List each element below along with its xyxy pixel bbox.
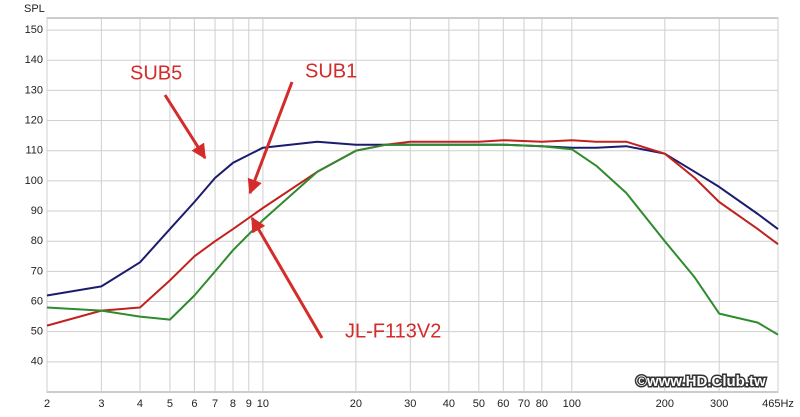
- y-tick-label: 130: [25, 84, 43, 96]
- y-tick-label: 80: [31, 235, 43, 247]
- annotation: JL-F113V2: [345, 320, 441, 342]
- y-tick-label: 60: [31, 295, 43, 307]
- x-tick-label: 100: [563, 398, 581, 410]
- x-tick-label: 20: [350, 398, 362, 410]
- y-tick-label: 70: [31, 265, 43, 277]
- x-tick-label: 30: [404, 398, 416, 410]
- grid: 40 50 60 70 80 90 100 110 120 130 140 150 2 3 4 5 6 7 8 9 10…: [25, 18, 794, 410]
- annotation: SUB5: [130, 62, 182, 84]
- y-tick-label: 150: [25, 24, 43, 36]
- x-tick-label: 60: [497, 398, 509, 410]
- y-tick-label: 90: [31, 205, 43, 217]
- x-tick-label: 300: [710, 398, 728, 410]
- x-tick-label: 70: [518, 398, 530, 410]
- arrow: [247, 81, 294, 195]
- lines: [46, 139, 779, 336]
- y-tick-label: 40: [31, 356, 43, 368]
- arrow: [250, 216, 324, 339]
- x-tick-label: 10: [257, 398, 269, 410]
- y-tick-label: 50: [31, 326, 43, 338]
- x-tick-label: 2: [44, 398, 50, 410]
- series-line: [46, 143, 779, 336]
- series-line: [46, 139, 779, 327]
- x-tick-label: 8: [230, 398, 236, 410]
- x-tick-label: 4: [137, 398, 143, 410]
- x-tick-label: 50: [473, 398, 485, 410]
- x-tick-label: 40: [443, 398, 455, 410]
- y-tick-label: 120: [25, 114, 43, 126]
- x-tick-label: 7: [212, 398, 218, 410]
- y-tick-label: 100: [25, 175, 43, 187]
- x-tick-label: 5: [167, 398, 173, 410]
- plot-area: [46, 17, 779, 393]
- annotation: SUB1: [305, 60, 357, 82]
- x-tick-label: 465Hz: [762, 398, 794, 410]
- x-tick-label: 3: [98, 398, 104, 410]
- y-axis-label: SPL: [24, 3, 45, 15]
- y-tick-label: 140: [25, 54, 43, 66]
- x-tick-label: 9: [246, 398, 252, 410]
- x-tick-label: 80: [536, 398, 548, 410]
- x-tick-label: 200: [656, 398, 674, 410]
- x-tick-label: 6: [191, 398, 197, 410]
- watermark: ©www.HD.Club.tw: [636, 373, 766, 390]
- y-tick-label: 110: [25, 145, 43, 157]
- arrow: [163, 94, 207, 160]
